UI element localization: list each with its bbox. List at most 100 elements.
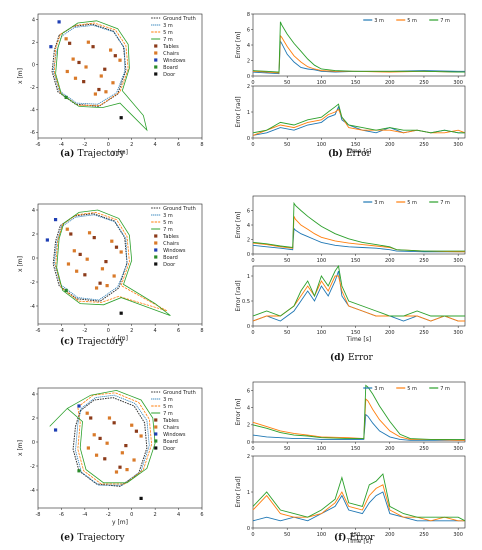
tables-marker xyxy=(89,416,93,420)
error-line-7m xyxy=(252,264,465,317)
x-tick-label: 6 xyxy=(177,328,180,334)
board-marker xyxy=(64,95,68,100)
tables-marker xyxy=(91,45,95,49)
legend-label: 5 m xyxy=(163,404,173,410)
chairs-marker xyxy=(75,269,79,273)
x-tick-label: -4 xyxy=(59,142,64,148)
error-line-5m xyxy=(252,398,465,441)
chairs-marker xyxy=(72,249,76,253)
chairs-marker xyxy=(92,433,96,437)
trajectory-chart-e: -8 -6 -4 -2 0 2 4 6 -4 -2 0 2 4 y [m] x [m] Ground Trut… xyxy=(17,387,204,526)
x-tick-label: 4 xyxy=(154,328,157,334)
chairs-marker xyxy=(94,286,99,290)
x-tick-label: 2 xyxy=(154,512,157,518)
x-tick-label: 8 xyxy=(200,142,203,148)
legend-swatch-door xyxy=(154,446,158,450)
chairs-marker xyxy=(86,446,90,450)
tables-marker xyxy=(78,252,82,256)
legend-label: Door xyxy=(163,72,176,78)
x-tick-label: 2 xyxy=(130,328,133,334)
x-tick-label: -4 xyxy=(82,512,87,518)
y-tick-label: 0 xyxy=(247,324,250,330)
chairs-marker xyxy=(85,257,89,261)
caption-e: (e) Trajectory xyxy=(60,532,126,543)
tables-marker xyxy=(114,245,119,249)
legend-swatch-windows xyxy=(154,248,158,252)
trajectory-5m-line xyxy=(55,211,168,312)
chairs-marker xyxy=(94,453,99,457)
error-panel-b-0-frame xyxy=(252,13,466,77)
chairs-marker xyxy=(118,58,122,62)
chairs-marker xyxy=(105,284,109,288)
tables-marker xyxy=(112,421,116,425)
y-tick-label: 1 xyxy=(247,274,250,280)
legend-label: 5 m xyxy=(407,18,417,24)
x-tick-label: 50 xyxy=(284,258,290,264)
chairs-marker xyxy=(120,451,124,455)
tables-marker xyxy=(68,41,72,45)
legend-label: Board xyxy=(163,65,178,71)
x-tick-label: 0 xyxy=(251,532,254,538)
trajectory-5m-line xyxy=(53,22,129,106)
legend-label: 3 m xyxy=(163,213,173,219)
chairs-marker xyxy=(112,274,116,278)
error-line-7m xyxy=(252,201,465,252)
x-tick-label: 250 xyxy=(419,532,429,538)
x-tick-label: 8 xyxy=(200,328,203,334)
x-tick-label: -6 xyxy=(59,512,64,518)
error-panel-d-0-frame xyxy=(252,195,466,255)
legend-label: Chairs xyxy=(163,425,179,431)
x-tick-label: 250 xyxy=(419,330,429,336)
error-line-7m xyxy=(252,384,465,440)
tables-marker xyxy=(97,87,101,92)
x-tick-label: 300 xyxy=(453,446,463,452)
board-marker xyxy=(64,288,68,292)
tables-marker xyxy=(98,281,102,285)
x-axis-label: Time [s] xyxy=(346,336,371,343)
legend-label: Door xyxy=(163,446,176,452)
tables-marker xyxy=(134,429,138,433)
legend-label: 7 m xyxy=(163,37,173,43)
y-tick-label: 0 xyxy=(247,252,250,258)
x-tick-label: 100 xyxy=(317,258,327,264)
x-tick-label: 50 xyxy=(284,330,290,336)
chairs-marker xyxy=(99,74,103,78)
legend-label: Ground Truth xyxy=(163,16,196,22)
x-tick-label: 0 xyxy=(251,142,254,148)
y-tick-label: 4 xyxy=(247,406,250,412)
traj-e-frame xyxy=(37,387,203,509)
x-tick-label: 100 xyxy=(317,532,327,538)
y-axis-label: Error [m] xyxy=(235,31,242,58)
y-tick-label: 2 xyxy=(247,237,250,243)
door-marker xyxy=(119,116,123,120)
y-axis-label: Error [m] xyxy=(235,398,242,425)
chairs-marker xyxy=(65,69,69,74)
x-axis-label: Time [s] xyxy=(346,148,371,155)
caption-d: (d) Error xyxy=(330,352,374,363)
y-tick-label: 2 xyxy=(32,416,35,422)
legend-label: 5 m xyxy=(407,200,417,206)
legend-label: Board xyxy=(163,255,178,261)
legend-swatch-windows xyxy=(154,58,158,62)
x-tick-label: 0 xyxy=(107,328,110,334)
tables-marker xyxy=(118,465,122,469)
chairs-marker xyxy=(139,434,143,438)
x-tick-label: 200 xyxy=(385,532,395,538)
error-line-5m xyxy=(252,34,465,74)
x-tick-label: 150 xyxy=(351,330,361,336)
x-tick-label: 0 xyxy=(251,80,254,86)
x-tick-label: 6 xyxy=(200,512,203,518)
caption-f: (f) Error xyxy=(334,532,375,543)
x-tick-label: 150 xyxy=(351,446,361,452)
legend-label: Tables xyxy=(162,44,179,50)
y-tick-label: 6 xyxy=(247,27,250,33)
legend-label: 5 m xyxy=(407,386,417,392)
x-tick-label: 150 xyxy=(351,142,361,148)
y-axis-label: Error [rad] xyxy=(235,96,242,127)
y-tick-label: -4 xyxy=(30,108,35,114)
legend-label: Tables xyxy=(162,234,179,240)
chairs-marker xyxy=(110,239,114,243)
tables-marker xyxy=(82,80,86,84)
x-tick-label: 50 xyxy=(284,80,290,86)
